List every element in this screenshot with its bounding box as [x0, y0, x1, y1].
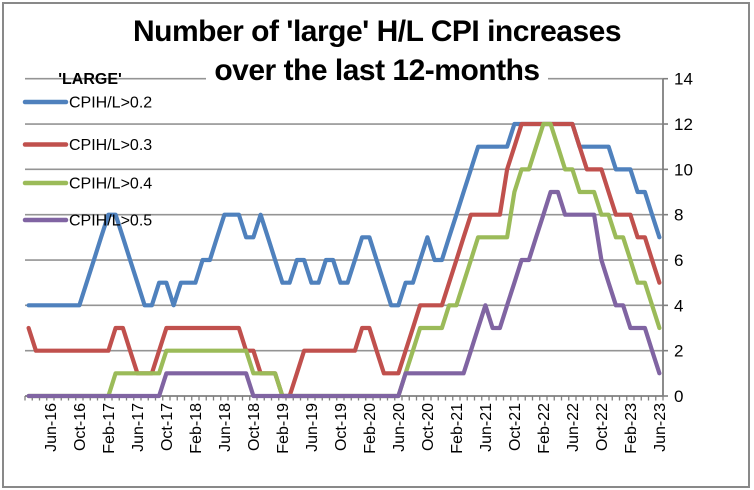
x-axis-label: Jun-17 — [130, 403, 147, 452]
x-axis-label: Jun-21 — [478, 403, 495, 452]
y-axis-label: 14 — [674, 70, 693, 89]
y-axis-label: 6 — [674, 251, 683, 270]
x-axis-label: Jun-22 — [565, 403, 582, 452]
legend-label-cpih-l-0.3: CPIH/L>0.3 — [69, 137, 152, 154]
x-axis-label: Feb-23 — [623, 403, 640, 454]
chart-title: Number of 'large' H/L CPI increases over… — [0, 12, 754, 90]
legend-label-cpih-l-0.4: CPIH/L>0.4 — [69, 176, 152, 193]
y-axis-label: 8 — [674, 206, 683, 225]
x-axis-label: Oct-22 — [594, 403, 611, 451]
x-axis-label: Oct-17 — [159, 403, 176, 451]
legend-title: 'LARGE' — [58, 71, 122, 88]
y-axis-label: 0 — [674, 387, 683, 406]
x-axis-label: Oct-18 — [246, 403, 263, 451]
chart-title-line1: Number of 'large' H/L CPI increases — [124, 12, 630, 51]
x-axis-label: Oct-16 — [72, 403, 89, 451]
x-axis-label: Jun-20 — [391, 403, 408, 452]
y-axis-label: 12 — [674, 115, 693, 134]
chart-title-line2: over the last 12-months — [206, 51, 548, 90]
x-axis-label: Jun-18 — [217, 403, 234, 452]
legend-label-cpih-l-0.5: CPIH/L>0.5 — [69, 213, 152, 230]
series-line-cpih-l-0.5 — [26, 189, 662, 399]
x-axis-label: Oct-21 — [507, 403, 524, 451]
x-axis-label: Jun-16 — [43, 403, 60, 452]
x-axis-label: Jun-19 — [304, 403, 321, 452]
series-line-cpih-l-0.3 — [26, 121, 662, 399]
x-axis-label: Oct-20 — [420, 403, 437, 451]
x-axis-label: Feb-22 — [536, 403, 553, 454]
x-axis-label: Feb-21 — [449, 403, 466, 454]
x-axis-label: Jun-23 — [652, 403, 669, 452]
x-axis-label: Feb-19 — [275, 403, 292, 454]
x-axis-label: Feb-20 — [362, 403, 379, 454]
legend-label-cpih-l-0.2: CPIH/L>0.2 — [69, 95, 152, 112]
x-axis-label: Feb-17 — [101, 403, 118, 454]
x-axis-label: Oct-19 — [333, 403, 350, 451]
y-axis-label: 10 — [674, 160, 693, 179]
x-axis-label: Feb-18 — [188, 403, 205, 454]
y-axis-label: 2 — [674, 342, 683, 361]
y-axis-label: 4 — [674, 296, 683, 315]
